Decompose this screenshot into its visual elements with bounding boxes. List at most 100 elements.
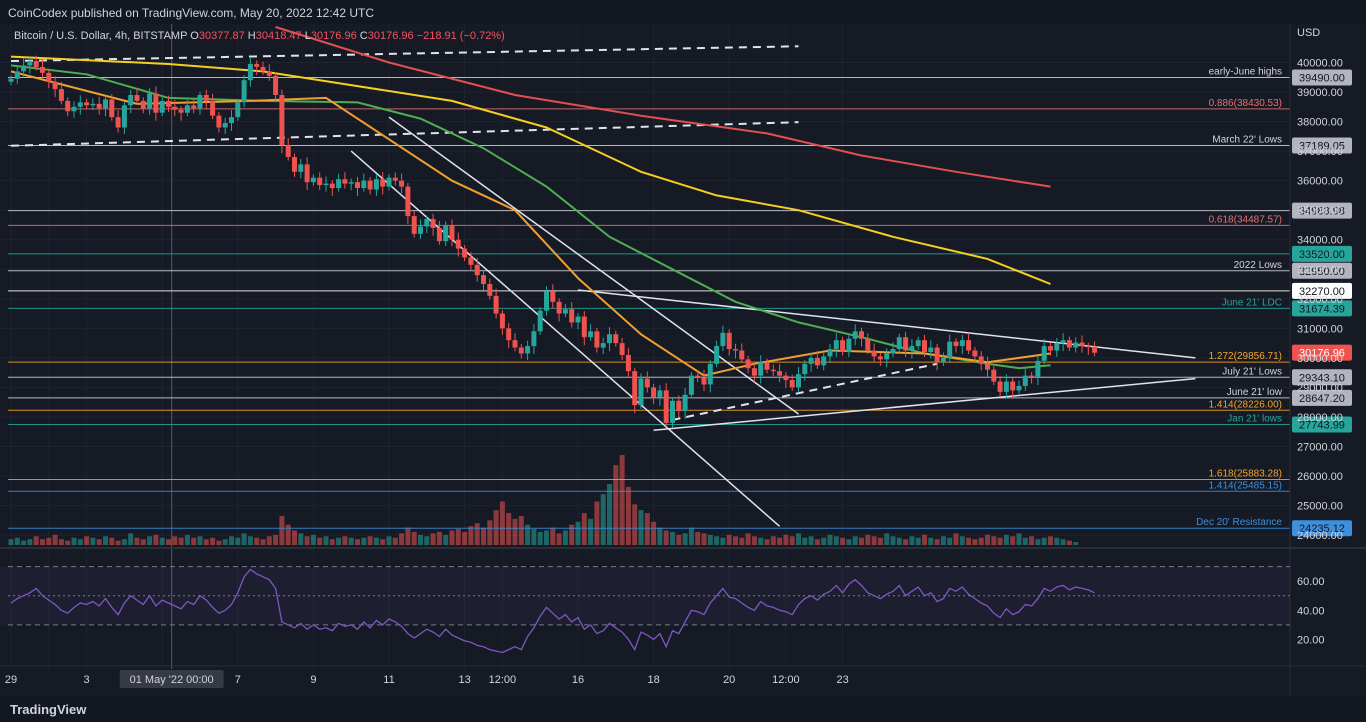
volume-bar <box>594 501 600 545</box>
candle-body <box>103 99 108 109</box>
candle-body <box>871 350 877 357</box>
candle-body <box>52 81 58 90</box>
y-tick-label: 32000.00 <box>1297 294 1343 306</box>
volume-bar <box>392 537 398 545</box>
y-tick-label: 29000.00 <box>1297 382 1343 394</box>
trendline <box>577 289 1196 359</box>
volume-bar <box>607 484 612 545</box>
volume-bar <box>405 527 411 545</box>
volume-bar <box>103 536 108 545</box>
x-tick-label: 11 <box>383 674 394 686</box>
y-tick-label: 24000.00 <box>1297 530 1343 542</box>
volume-bar <box>770 536 776 545</box>
volume-bar <box>266 536 272 545</box>
candle-body <box>978 356 984 364</box>
volume-bar <box>909 536 915 545</box>
candle-body <box>1092 346 1098 353</box>
price-tag <box>1292 369 1352 386</box>
candle-body <box>877 356 883 360</box>
candle-body <box>487 284 493 296</box>
volume-bar <box>739 537 745 545</box>
volume-bar <box>52 534 58 545</box>
volume-bar <box>745 533 751 545</box>
candle-body <box>638 378 644 406</box>
volume-bar <box>972 539 978 545</box>
volume-bar <box>751 536 757 545</box>
candle-body <box>8 78 14 82</box>
tradingview-logo[interactable]: TradingView <box>10 702 86 717</box>
chart-area[interactable]: early-June highs 39490.00 0.886(38430.53) M… <box>0 24 1366 696</box>
candle-body <box>651 387 657 398</box>
candle-body <box>172 106 178 110</box>
candle-body <box>1016 385 1022 391</box>
candle-body <box>594 331 600 348</box>
candle-body <box>191 105 197 109</box>
volume-bar <box>285 524 291 545</box>
candle-body <box>304 164 310 183</box>
candle-body <box>235 102 241 118</box>
volume-bar <box>556 533 562 545</box>
candle-body <box>537 310 543 332</box>
volume-bar <box>827 534 833 545</box>
candle-body <box>808 357 814 364</box>
currency-label: USD <box>1297 27 1320 39</box>
candle-body <box>695 375 701 378</box>
price-tag-label: 39490.00 <box>1299 73 1345 85</box>
candle-body <box>216 115 222 128</box>
volume-bar <box>172 536 178 545</box>
volume-bar <box>153 534 159 545</box>
candle-body <box>821 356 827 366</box>
trendline <box>10 45 799 63</box>
candle-body <box>1073 342 1079 348</box>
price-tag <box>1292 202 1352 219</box>
price-tag-label: 33520.00 <box>1299 249 1345 261</box>
candle-body <box>720 332 726 347</box>
candle-body <box>134 94 140 101</box>
volume-bar <box>840 537 846 545</box>
legend-open-label: O <box>190 30 199 42</box>
candle-body <box>455 239 461 249</box>
candle-body <box>247 63 253 81</box>
level-label: Jan 21' lows <box>1227 414 1282 425</box>
price-tag-label: 29343.10 <box>1299 372 1345 384</box>
volume-bar <box>814 539 820 545</box>
volume-bar <box>688 527 694 545</box>
volume-bar <box>367 536 373 545</box>
y-tick-label: 36000.00 <box>1297 176 1343 188</box>
volume-bar <box>481 527 486 545</box>
candle-body <box>657 390 663 398</box>
level-label: 1.414(28226.00) <box>1209 399 1282 410</box>
candle-body <box>707 363 713 385</box>
volume-bar <box>821 537 827 545</box>
candle-body <box>411 216 417 234</box>
candle-body <box>997 381 1003 392</box>
volume-bar <box>676 534 682 545</box>
volume-bar <box>991 536 997 545</box>
candle-body <box>166 100 171 107</box>
candle-body <box>556 301 562 314</box>
volume-bar <box>783 534 789 545</box>
volume-bar <box>1048 536 1053 545</box>
volume-bar <box>121 539 127 545</box>
x-tick-label: 23 <box>836 674 848 686</box>
candle-body <box>625 354 631 372</box>
candle-body <box>751 368 757 376</box>
volume-bar <box>216 540 222 545</box>
legend-close-value: 30176.96 <box>367 30 414 42</box>
candle-body <box>676 400 682 412</box>
candle-body <box>934 347 940 363</box>
volume-bar <box>455 529 461 545</box>
volume-bar <box>27 539 33 545</box>
volume-bar <box>562 530 568 545</box>
price-tag-label: 31674.39 <box>1299 303 1345 315</box>
candle-body <box>644 378 650 388</box>
volume-bar <box>985 534 990 545</box>
candle-body <box>588 331 594 338</box>
candle-body <box>1079 342 1085 347</box>
price-chart[interactable]: early-June highs 39490.00 0.886(38430.53) M… <box>0 24 1366 696</box>
volume-bar <box>411 531 417 545</box>
volume-bar <box>115 540 121 545</box>
candle-body <box>726 332 732 350</box>
volume-bar <box>493 510 499 545</box>
volume-bar <box>953 533 959 545</box>
